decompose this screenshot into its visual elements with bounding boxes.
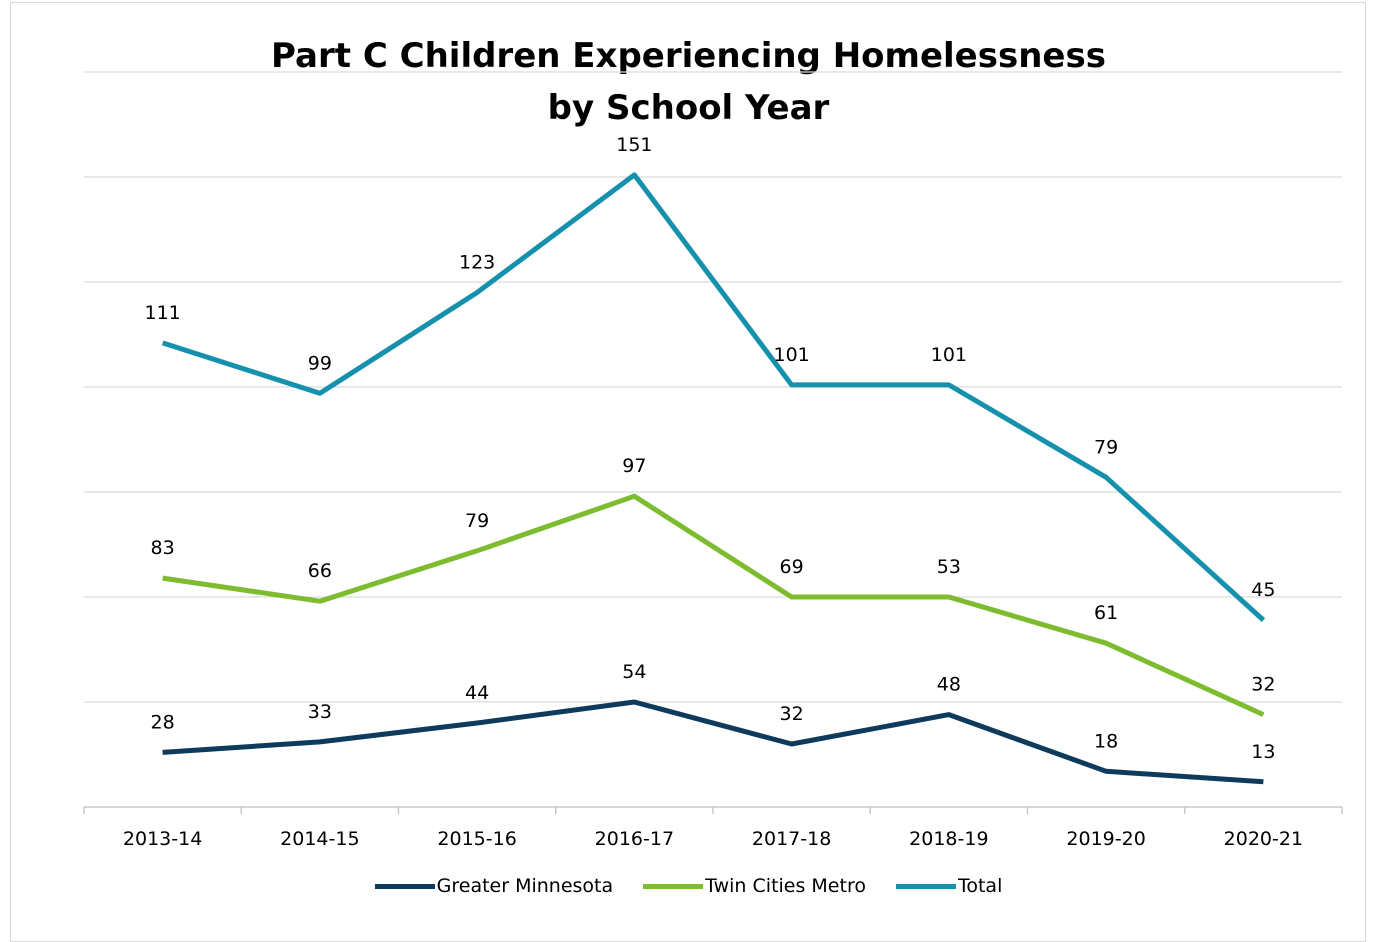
data-label: 97: [622, 455, 646, 477]
x-tick-label: 2014-15: [280, 828, 359, 850]
chart-title: Part C Children Experiencing Homelessnes…: [271, 36, 1106, 76]
chart-frame: [10, 2, 1366, 942]
legend-item: Greater Minnesota: [374, 875, 614, 897]
series-line-twin-cities-metro: [162, 493, 1265, 717]
data-label: 53: [937, 556, 961, 578]
legend-label: Greater Minnesota: [436, 875, 614, 897]
x-tick-label: 2016-17: [595, 828, 674, 850]
data-label: 54: [622, 661, 646, 683]
legend-swatch: [895, 883, 956, 889]
x-tick-label: 2019-20: [1066, 828, 1145, 850]
chart-subtitle: by School Year: [547, 88, 830, 128]
legend-label: Twin Cities Metro: [705, 875, 866, 897]
line-chart: 2013-14 2014-15 2015-16 2016-17 2017-18 2018-…: [83, 71, 1343, 850]
data-label: 13: [1251, 741, 1275, 763]
legend-swatch: [643, 883, 704, 889]
series-lines: [161, 172, 1266, 785]
data-label: 32: [1251, 674, 1275, 696]
data-label: 48: [937, 674, 961, 696]
data-label: 32: [780, 703, 804, 725]
gridlines: [84, 71, 1342, 703]
data-label: 69: [780, 556, 804, 578]
data-label: 79: [465, 510, 489, 532]
data-label: 28: [151, 711, 175, 733]
data-label: 44: [465, 682, 489, 704]
data-label: 33: [308, 701, 332, 723]
data-label: 123: [459, 252, 495, 274]
series-line-greater-minnesota: [162, 699, 1264, 785]
data-label: 66: [308, 560, 332, 582]
legend: Greater Minnesota Twin Cities Metro Total: [0, 875, 1377, 897]
legend-item: Twin Cities Metro: [643, 875, 866, 897]
data-label: 111: [144, 302, 180, 324]
data-label: 151: [616, 134, 652, 156]
series-line-total: [161, 172, 1266, 622]
data-label: 101: [931, 344, 967, 366]
data-labels: 28 33 44 54 32 48 18 13 83 66 79 97 69 53 61 32 111 99 123…: [144, 134, 1275, 763]
legend-label: Total: [957, 875, 1003, 897]
x-tick-label: 2020-21: [1224, 828, 1303, 850]
data-label: 18: [1094, 730, 1118, 752]
legend-item: Total: [895, 875, 1003, 897]
data-label: 101: [773, 344, 809, 366]
data-label: 99: [308, 352, 332, 374]
x-tick-label: 2013-14: [123, 828, 202, 850]
data-label: 45: [1251, 579, 1275, 601]
legend-swatch: [374, 883, 435, 889]
x-tick-labels: 2013-14 2014-15 2015-16 2016-17 2017-18 2018-…: [123, 828, 1303, 850]
data-label: 83: [151, 537, 175, 559]
data-label: 79: [1094, 436, 1118, 458]
x-tick-label: 2017-18: [752, 828, 831, 850]
x-tick-label: 2015-16: [437, 828, 516, 850]
x-tick-label: 2018-19: [909, 828, 988, 850]
data-label: 61: [1094, 602, 1118, 624]
x-axis: [83, 806, 1343, 814]
